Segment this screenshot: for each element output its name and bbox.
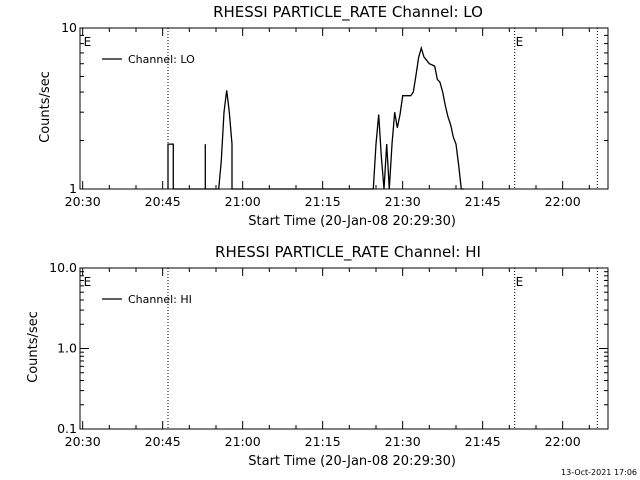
panel-lo-x-tick-label: 21:45 [465,194,501,209]
panel-hi-y-tick-label: 0.1 [57,421,77,436]
panel-lo-x-tick-label: 21:15 [305,194,341,209]
panel-lo-x-tick-label: 21:30 [385,194,421,209]
panel-hi-x-tick-label: 20:30 [65,434,101,449]
panel-lo-title: RHESSI PARTICLE_RATE Channel: LO [213,3,483,22]
panel-lo-x-tick-label: 20:45 [145,194,181,209]
creation-timestamp: 13-Oct-2021 17:06 [561,468,637,477]
panel-lo-y-tick-label: 10 [61,20,77,35]
panel-lo-plot-area: 20:30 20:45 21:00 21:15 21:30 21:45 22:00 1 10 E E… [61,20,609,209]
panel-lo-event-flag: E [516,35,524,49]
panel-hi-x-tick-label: 21:00 [225,434,261,449]
panel-lo-series-line [167,45,464,190]
panel-hi-y-tick-label: 1.0 [57,341,77,356]
panel-lo-x-tick-label: 20:30 [65,194,101,209]
panel-lo-legend-label: Channel: LO [128,53,195,66]
panel-lo-y-axis-label: Counts/sec [38,71,53,143]
panel-lo-y-tick-label: 1 [69,181,77,196]
panel-hi-x-tick-label: 22:00 [545,434,581,449]
panel-hi-y-tick-label: 10.0 [49,260,77,275]
panel-lo-x-tick-label: 21:00 [225,194,261,209]
panel-hi-legend-label: Channel: HI [128,293,192,306]
panel-lo: RHESSI PARTICLE_RATE Channel: LO Start T… [38,3,609,229]
panel-hi-y-axis-label: Counts/sec [26,311,41,383]
panel-hi-x-tick-label: 21:15 [305,434,341,449]
panel-lo-event-flag: E [84,35,92,49]
panel-hi-x-tick-label: 20:45 [145,434,181,449]
panel-lo-x-tick-label: 22:00 [545,194,581,209]
panel-hi-event-flag: E [516,275,524,289]
panel-lo-x-axis-label: Start Time (20-Jan-08 20:29:30) [248,214,456,229]
panel-hi-x-tick-label: 21:45 [465,434,501,449]
panel-hi-x-axis-label: Start Time (20-Jan-08 20:29:30) [248,454,456,469]
panel-hi-title: RHESSI PARTICLE_RATE Channel: HI [215,243,481,262]
panel-hi-event-flag: E [84,275,92,289]
panel-hi-plot-area: 20:30 20:45 21:00 21:15 21:30 21:45 22:00 0.1 1.… [49,260,609,449]
panel-hi: RHESSI PARTICLE_RATE Channel: HI Start T… [26,243,609,469]
panel-hi-x-tick-label: 21:30 [385,434,421,449]
